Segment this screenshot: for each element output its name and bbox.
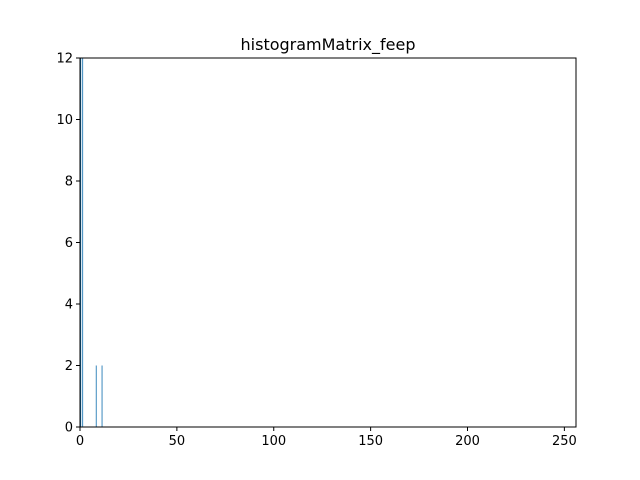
x-tick-label: 50 bbox=[169, 434, 186, 449]
x-tick-label: 100 bbox=[261, 434, 286, 449]
x-tick-label: 0 bbox=[76, 434, 84, 449]
y-tick-label: 0 bbox=[65, 421, 73, 436]
y-tick-label: 10 bbox=[56, 113, 73, 128]
y-tick-label: 12 bbox=[56, 52, 73, 67]
histogram-bar bbox=[82, 58, 84, 427]
y-tick-label: 4 bbox=[65, 298, 73, 313]
x-tick-label: 200 bbox=[455, 434, 480, 449]
y-tick-label: 2 bbox=[65, 359, 73, 374]
y-tick-label: 8 bbox=[65, 175, 73, 190]
x-tick-label: 150 bbox=[358, 434, 383, 449]
y-tick-label: 6 bbox=[65, 236, 73, 251]
chart-title: histogramMatrix_feep bbox=[241, 35, 416, 55]
histogram-bar bbox=[101, 365, 103, 427]
x-tick-label: 250 bbox=[552, 434, 577, 449]
plot-frame bbox=[79, 57, 577, 428]
histogram-bar bbox=[95, 365, 97, 427]
histogram-bar bbox=[80, 58, 82, 427]
ticks-layer: 0 50 100 150 200 250 0 2 4 6 8 10 12 bbox=[56, 52, 576, 450]
bars-layer bbox=[80, 58, 103, 427]
